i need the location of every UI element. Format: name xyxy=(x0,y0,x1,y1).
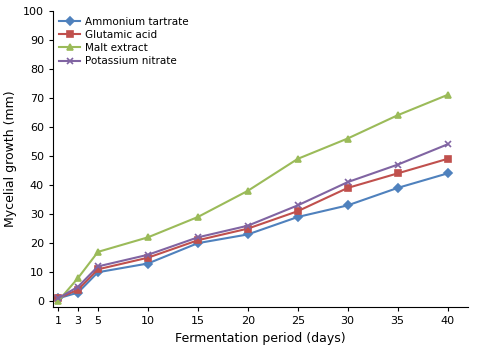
Potassium nitrate xyxy=(55,296,61,300)
Malt extract xyxy=(145,235,151,239)
Malt extract xyxy=(195,215,201,219)
Malt extract xyxy=(445,93,451,97)
Line: Ammonium tartrate: Ammonium tartrate xyxy=(55,170,450,301)
Glutamic acid xyxy=(395,171,401,175)
Line: Malt extract: Malt extract xyxy=(55,92,450,304)
Potassium nitrate xyxy=(195,235,201,239)
Glutamic acid xyxy=(55,296,61,300)
Ammonium tartrate xyxy=(345,203,350,208)
Y-axis label: Mycelial growth (mm): Mycelial growth (mm) xyxy=(4,90,17,227)
Glutamic acid xyxy=(145,256,151,260)
Ammonium tartrate xyxy=(75,291,81,295)
Potassium nitrate xyxy=(445,142,451,146)
Potassium nitrate xyxy=(145,253,151,257)
Potassium nitrate xyxy=(75,285,81,289)
Glutamic acid xyxy=(95,267,101,271)
Line: Glutamic acid: Glutamic acid xyxy=(55,156,450,301)
Ammonium tartrate xyxy=(55,296,61,300)
Ammonium tartrate xyxy=(245,232,251,237)
Malt extract xyxy=(295,157,301,161)
Glutamic acid xyxy=(445,157,451,161)
Ammonium tartrate xyxy=(95,270,101,274)
Potassium nitrate xyxy=(95,264,101,269)
Legend: Ammonium tartrate, Glutamic acid, Malt extract, Potassium nitrate: Ammonium tartrate, Glutamic acid, Malt e… xyxy=(55,13,193,70)
Ammonium tartrate xyxy=(145,261,151,265)
Ammonium tartrate xyxy=(295,215,301,219)
Glutamic acid xyxy=(295,209,301,213)
Malt extract xyxy=(245,189,251,193)
Glutamic acid xyxy=(195,238,201,243)
X-axis label: Fermentation period (days): Fermentation period (days) xyxy=(175,332,346,345)
Ammonium tartrate xyxy=(195,241,201,245)
Malt extract xyxy=(395,113,401,117)
Glutamic acid xyxy=(345,186,350,190)
Malt extract xyxy=(75,276,81,280)
Glutamic acid xyxy=(75,288,81,292)
Malt extract xyxy=(345,136,350,140)
Potassium nitrate xyxy=(395,162,401,167)
Line: Potassium nitrate: Potassium nitrate xyxy=(55,142,450,301)
Potassium nitrate xyxy=(245,223,251,228)
Potassium nitrate xyxy=(295,203,301,208)
Glutamic acid xyxy=(245,227,251,231)
Malt extract xyxy=(55,299,61,304)
Ammonium tartrate xyxy=(445,171,451,175)
Malt extract xyxy=(95,250,101,254)
Potassium nitrate xyxy=(345,180,350,184)
Ammonium tartrate xyxy=(395,186,401,190)
